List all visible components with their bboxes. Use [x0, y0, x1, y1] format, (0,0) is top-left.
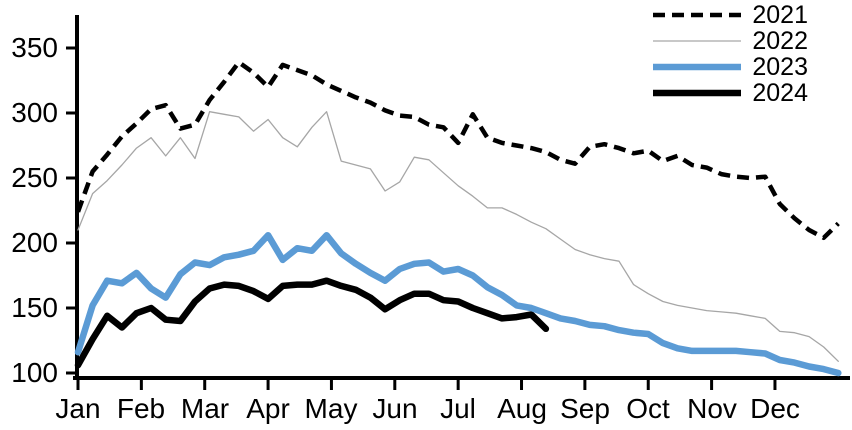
legend-label: 2023 — [752, 53, 808, 81]
legend-line-sample-blue — [653, 63, 742, 71]
x-axis-tick-label: Feb — [116, 393, 166, 424]
x-axis-tick-label: May — [304, 393, 358, 424]
y-axis-tick-label: 250 — [11, 162, 58, 193]
x-axis-tick-label: Dec — [750, 393, 800, 424]
x-axis-tick-label: Jul — [440, 393, 476, 424]
x-axis-tick-label: Aug — [497, 393, 547, 424]
y-axis-tick-label: 150 — [11, 292, 58, 323]
legend-item-2024: 2024 — [651, 80, 808, 106]
x-axis-tick-label: Jan — [55, 393, 101, 424]
y-axis-tick-label: 350 — [11, 32, 58, 63]
legend-label: 2021 — [752, 1, 808, 29]
legend-line-sample-dashed — [653, 12, 742, 18]
x-axis-tick-label: Jun — [372, 393, 418, 424]
legend-line-sample-black — [653, 89, 742, 97]
legend-line-sample-thin-gray — [653, 40, 742, 42]
x-axis-tick-label: Sep — [560, 393, 610, 424]
x-axis-tick-label: Oct — [626, 393, 670, 424]
legend: 2021 2022 2023 2024 — [651, 2, 808, 106]
y-axis-tick-label: 200 — [11, 227, 58, 258]
legend-item-2022: 2022 — [651, 28, 808, 54]
legend-label: 2024 — [752, 79, 808, 107]
legend-label: 2022 — [752, 27, 808, 55]
legend-item-2023: 2023 — [651, 54, 808, 80]
y-axis-tick-label: 100 — [11, 357, 58, 388]
x-axis-tick-label: Mar — [180, 393, 230, 424]
legend-item-2021: 2021 — [651, 2, 808, 28]
x-axis-tick-label: Apr — [246, 393, 290, 424]
x-axis-tick-label: Nov — [687, 393, 737, 424]
y-axis-tick-label: 300 — [11, 97, 58, 128]
